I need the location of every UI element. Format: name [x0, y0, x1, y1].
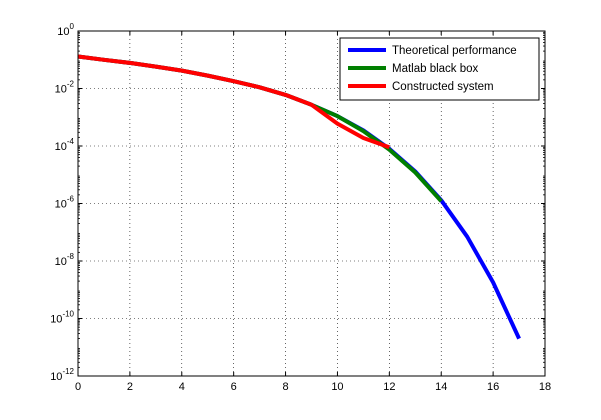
axis-ticks — [77, 30, 546, 377]
legend-label: Theoretical performance — [392, 45, 517, 57]
x-tick-label: 16 — [487, 381, 499, 393]
x-tick-label: 8 — [282, 381, 288, 393]
x-tick-label: 4 — [179, 381, 185, 393]
x-tick-label: 18 — [539, 381, 551, 393]
x-tick-label: 12 — [383, 381, 395, 393]
x-tick-label: 0 — [75, 381, 81, 393]
y-tick-label: 10-10 — [50, 310, 74, 326]
x-tick-label: 2 — [127, 381, 133, 393]
y-tick-label: 100 — [57, 22, 74, 38]
series-lines — [77, 54, 521, 340]
x-tick-label: 10 — [331, 381, 343, 393]
x-tick-label: 14 — [435, 381, 447, 393]
series-line-3 — [77, 54, 390, 150]
legend: Theoretical performance Matlab black box C… — [339, 37, 540, 101]
y-tick-label: 10-12 — [50, 367, 74, 383]
legend-label: Matlab black box — [392, 63, 479, 75]
y-tick-labels: 100 10-2 10-4 10-6 10-8 10-10 10-12 — [50, 22, 74, 383]
y-tick-label: 10-8 — [55, 252, 75, 268]
x-tick-labels: 0 2 4 6 8 10 12 14 16 18 — [75, 381, 551, 393]
y-tick-label: 10-6 — [55, 195, 75, 211]
y-tick-label: 10-4 — [55, 137, 75, 153]
legend-label: Constructed system — [392, 81, 494, 93]
x-tick-label: 6 — [231, 381, 237, 393]
y-tick-label: 10-2 — [55, 80, 75, 96]
